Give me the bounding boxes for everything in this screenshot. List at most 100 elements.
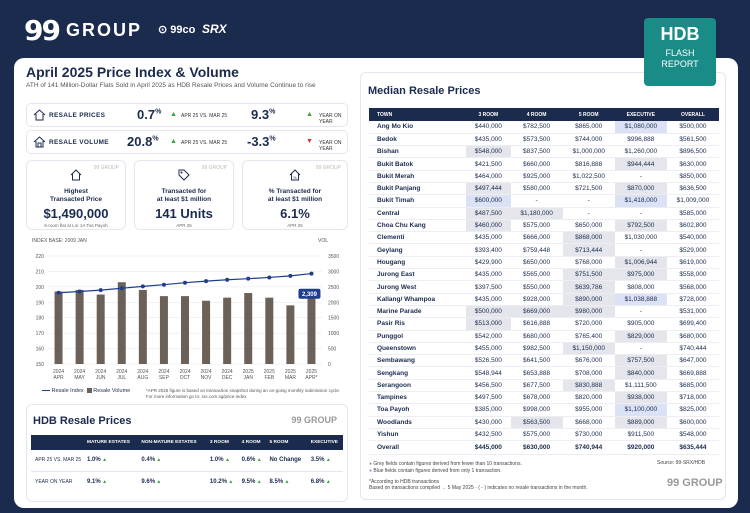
x-tick-year: 2024 — [74, 369, 85, 375]
kpi-value: 141 Units — [155, 206, 213, 221]
median-price-cell: $616,888 — [510, 317, 563, 331]
median-price-cell: $630,000 — [510, 440, 563, 456]
hdb-cell: 9.1% ▲ — [83, 471, 137, 492]
median-price-cell: $720,000 — [562, 317, 615, 331]
up-arrow-icon: ▲ — [155, 457, 162, 464]
right-tick-label: 0 — [328, 362, 331, 368]
median-price-cell: $825,000 — [666, 403, 719, 417]
report-title: April 2025 Price Index & Volume — [26, 64, 239, 80]
index-point — [267, 275, 272, 280]
median-row: Marine Parade $500,000 $669,000 $980,000- $5… — [369, 305, 719, 319]
median-price-cell: $558,000 — [666, 268, 719, 282]
left-tick-label: 190 — [36, 300, 45, 306]
partner-99co-text: 99co — [170, 24, 196, 36]
volume-bar — [75, 289, 84, 364]
town-name: Punggol — [369, 330, 467, 343]
median-price-cell: $837,500 — [510, 145, 563, 159]
median-price-cell: $513,000 — [466, 317, 511, 331]
median-col-header: EXECUTIVE — [614, 108, 667, 121]
median-price-cell: $676,000 — [562, 354, 615, 368]
median-price-cell: $666,000 — [510, 231, 563, 245]
median-price-cell: $982,500 — [510, 342, 563, 356]
median-row: Tampines $497,500 $678,000 $820,000 $938,000… — [369, 391, 719, 405]
footnote-blue: ● Blue fields contain figures derived fr… — [369, 468, 502, 474]
volume-bar — [223, 297, 232, 364]
index-point — [56, 290, 61, 295]
median-price-cell: $708,000 — [562, 366, 615, 380]
x-tick-month: APR — [53, 375, 64, 381]
header-bar: 99 GROUP ⊙ 99co SRX — [0, 0, 750, 58]
town-name: Bishan — [369, 145, 467, 159]
median-price-cell: $1,000,000 — [562, 145, 615, 159]
median-price-cell: $744,000 — [562, 133, 615, 147]
median-price-cell: $1,150,000 — [562, 342, 615, 356]
legend-line-swatch — [42, 390, 50, 392]
index-point — [288, 273, 293, 278]
median-price-cell: $669,000 — [510, 305, 563, 319]
median-price-cell: $685,000 — [666, 379, 719, 393]
left-tick-label: 160 — [36, 347, 45, 353]
median-price-cell: $421,500 — [466, 157, 511, 171]
brand-logo-word: GROUP — [66, 20, 143, 40]
x-tick-year: 2025 — [285, 369, 296, 375]
median-price-cell: $575,000 — [510, 219, 563, 233]
median-price-cell: $548,944 — [466, 366, 511, 380]
median-row: Geylang $393,400 $759,448 $713,444- $529,000 — [369, 243, 719, 257]
town-name: Ang Mo Kio — [369, 121, 467, 134]
volume-bar — [96, 294, 105, 364]
stat-mom-unit: % — [155, 108, 162, 116]
median-price-cell: $1,100,000 — [614, 403, 667, 417]
median-row: Punggol $542,000 $680,000 $765,400 $829,000 $… — [369, 330, 719, 343]
hdb-cell-value: 9.6% — [141, 478, 156, 485]
volume-bar — [181, 296, 189, 364]
median-price-cell: $660,000 — [510, 157, 563, 171]
stat-mom-caption: APR 25 VS. MAR 25 — [181, 113, 228, 119]
median-row: Bukit Merah $464,000 $925,000 $1,022,500- $8… — [369, 170, 719, 183]
median-col-header: OVERALL — [666, 108, 719, 121]
median-price-cell: $759,448 — [510, 243, 563, 257]
hdb-resale-title: HDB Resale Prices — [33, 415, 132, 427]
town-name: Choa Chu Kang — [369, 219, 467, 233]
median-price-cell: $497,444 — [466, 182, 511, 196]
median-price-cell: $868,000 — [562, 231, 615, 245]
median-price-cell: $653,888 — [510, 366, 563, 380]
median-price-cell: $678,000 — [510, 391, 563, 405]
volume-bar — [286, 305, 295, 364]
median-price-cell: $1,006,944 — [614, 256, 667, 270]
x-tick-month: NOV — [201, 375, 213, 381]
median-price-cell: $600,000 — [666, 416, 719, 429]
stat-mom-value: 0.7% — [137, 107, 161, 122]
hdb-col-header: 5 ROOM — [265, 435, 307, 450]
volume-bar — [159, 296, 168, 364]
footnote-grey: ● Grey fields contain figures derived fr… — [369, 461, 522, 467]
median-price-cell: $526,500 — [466, 354, 511, 368]
x-tick-month: OCT — [180, 375, 191, 381]
median-price-cell: $531,000 — [666, 305, 719, 319]
svg-text:%: % — [293, 175, 297, 180]
source-note: Source: 99-SRX/HDB — [657, 460, 706, 466]
median-price-cell: $464,000 — [466, 170, 511, 183]
index-point — [204, 279, 209, 284]
median-col-header: 5 ROOM — [562, 108, 615, 121]
median-price-cell: $998,000 — [510, 403, 563, 417]
town-name: Toa Payoh — [369, 403, 467, 417]
footnote-basis: Based on transactions compiled → 5 May 2… — [369, 485, 588, 491]
median-price-cell: $740,944 — [562, 440, 615, 456]
hdb-cell: 0.6% ▲ — [237, 450, 266, 472]
median-price-cell: $740,444 — [666, 342, 719, 356]
median-price-cell: $573,500 — [510, 133, 563, 147]
median-resale-table: TOWN 3 ROOM 4 ROOM 5 ROOM EXECUTIVE OVERALL A… — [369, 108, 719, 456]
hdb-flash-report-badge: HDB FLASH REPORT — [644, 18, 716, 86]
kpi-value: $1,490,000 — [43, 206, 109, 221]
kpi-note: APR 25 — [176, 223, 192, 228]
median-price-cell: $435,000 — [466, 268, 511, 282]
median-price-cell: $911,500 — [614, 428, 667, 442]
median-price-cell: $975,000 — [614, 268, 667, 282]
median-price-cell: $647,000 — [666, 354, 719, 368]
hdb-col-header: EXECUTIVE — [306, 435, 343, 450]
median-price-cell: $445,000 — [466, 440, 511, 456]
kpi-label-line2: at least $1 million — [156, 195, 212, 203]
median-price-cell: $829,000 — [614, 330, 667, 343]
town-name: Bukit Panjang — [369, 182, 467, 196]
right-tick-label: 3500 — [328, 254, 339, 260]
